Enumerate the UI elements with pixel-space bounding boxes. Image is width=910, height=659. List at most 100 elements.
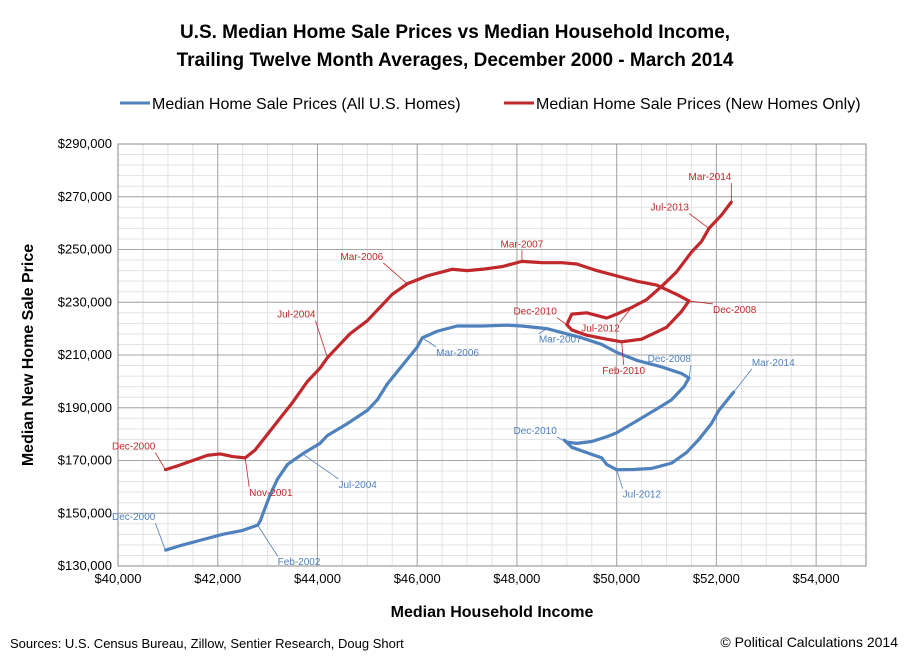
data-point — [231, 455, 235, 458]
date-label: Jul-2013 — [651, 202, 690, 213]
y-tick-label: $190,000 — [58, 400, 112, 415]
data-point — [206, 453, 210, 457]
x-tick-label: $48,000 — [493, 571, 540, 586]
data-point — [605, 316, 609, 320]
data-point — [268, 493, 272, 497]
data-point — [253, 448, 257, 452]
date-label: Feb-2010 — [602, 366, 645, 377]
data-point — [450, 267, 454, 271]
y-tick-label: $170,000 — [58, 453, 112, 468]
data-point — [218, 452, 222, 456]
data-point — [263, 506, 267, 510]
y-tick-label: $250,000 — [58, 242, 112, 257]
date-callout-line — [538, 328, 548, 334]
date-callout-line — [556, 317, 568, 325]
date-callout-line — [421, 337, 437, 348]
data-point — [675, 292, 678, 296]
y-tick-label: $130,000 — [58, 558, 112, 573]
data-point — [660, 285, 663, 288]
data-point — [176, 464, 180, 468]
data-point — [680, 372, 683, 375]
data-point — [278, 416, 282, 420]
date-callout-line — [244, 457, 250, 487]
date-callout-line — [621, 341, 625, 365]
data-point — [560, 261, 564, 265]
x-tick-label: $52,000 — [693, 571, 740, 586]
data-point — [575, 441, 579, 445]
data-point — [266, 432, 269, 436]
date-label: Jul-2004 — [277, 310, 316, 321]
data-point — [365, 319, 369, 323]
data-point — [465, 269, 469, 272]
data-point — [480, 267, 484, 271]
y-tick-label: $290,000 — [58, 136, 112, 151]
date-label: Feb-2002 — [278, 557, 321, 568]
data-point — [580, 336, 584, 340]
data-point — [595, 269, 599, 272]
date-label: Dec-2008 — [648, 354, 692, 365]
data-point — [665, 325, 668, 329]
y-tick-label: $270,000 — [58, 189, 112, 204]
data-point — [700, 240, 703, 243]
data-point — [585, 451, 589, 454]
data-point — [326, 434, 329, 437]
data-point — [291, 401, 294, 404]
x-tick-label: $42,000 — [194, 571, 241, 586]
data-point — [286, 463, 289, 466]
data-point — [276, 477, 279, 481]
date-label: Mar-2007 — [501, 239, 544, 250]
data-point — [336, 345, 339, 349]
date-callout-line — [315, 320, 328, 358]
data-point — [570, 328, 574, 332]
data-point — [719, 213, 723, 217]
y-axis-title: Median New Home Sale Price — [20, 244, 37, 466]
date-callout-line — [688, 364, 692, 379]
data-point — [585, 311, 589, 315]
data-point — [505, 323, 509, 327]
data-point — [380, 303, 384, 307]
data-point — [675, 270, 678, 274]
data-point — [590, 440, 594, 443]
data-point — [615, 468, 619, 472]
date-label: Dec-2010 — [513, 426, 557, 437]
data-point — [615, 312, 619, 316]
data-point — [480, 324, 484, 328]
data-point — [201, 538, 205, 542]
date-callout-line — [155, 452, 166, 470]
date-callout-line — [619, 307, 632, 323]
x-tick-label: $40,000 — [95, 571, 142, 586]
series-group-new-homes: Dec-2000 Nov-2001 Jul-2004 Mar-2006 Mar-2007… — [112, 172, 757, 499]
x-tick-label: $44,000 — [294, 571, 341, 586]
data-point — [635, 279, 639, 283]
data-point — [191, 459, 195, 462]
data-point — [375, 398, 379, 402]
date-label: Dec-2010 — [513, 307, 557, 318]
data-point — [385, 382, 389, 386]
data-point — [605, 435, 609, 439]
data-point — [724, 399, 728, 403]
date-label: Mar-2006 — [340, 252, 383, 263]
data-point — [697, 438, 701, 441]
data-point — [415, 345, 419, 349]
date-callout-line — [382, 262, 408, 285]
data-point — [540, 261, 544, 265]
sources-note: Sources: U.S. Census Bureau, Zillow, Sen… — [10, 636, 404, 651]
data-point — [670, 461, 673, 465]
date-callout-line — [302, 453, 339, 480]
data-point — [258, 519, 262, 523]
date-label: Jul-2012 — [581, 324, 620, 335]
data-point — [685, 451, 688, 454]
data-point — [660, 365, 663, 369]
data-point — [575, 262, 579, 266]
data-point — [455, 324, 459, 328]
data-point — [655, 283, 658, 287]
data-point — [435, 329, 439, 333]
data-point — [585, 333, 589, 337]
data-point — [615, 350, 619, 354]
data-point — [570, 445, 574, 449]
data-point — [318, 441, 322, 445]
data-point — [717, 408, 721, 412]
data-point — [682, 385, 686, 389]
data-point — [690, 250, 693, 254]
